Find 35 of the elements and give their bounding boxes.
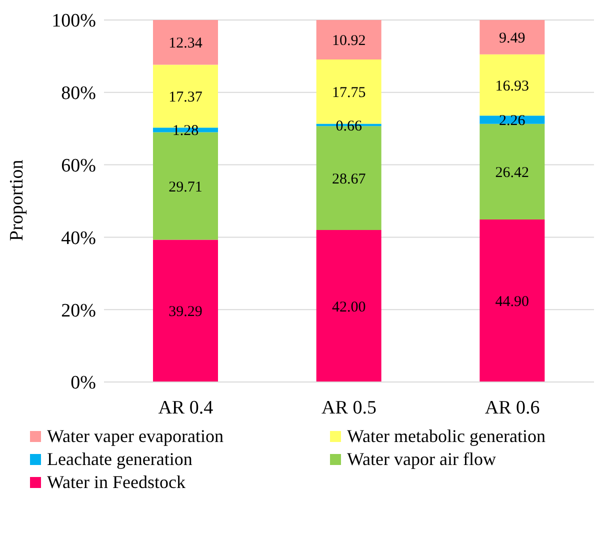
data-label: 28.67 [332,171,366,188]
data-label: 39.29 [168,304,202,320]
bar [480,20,545,54]
bar [480,124,545,220]
data-label: 12.34 [168,36,203,52]
data-label: 44.90 [495,294,530,310]
y-tick-label: 80% [61,83,96,104]
x-tick-label: AR 0.5 [322,397,376,418]
data-label: 29.71 [168,179,202,196]
x-tick-label: AR 0.6 [484,397,540,418]
bar [153,20,218,65]
data-label: 17.75 [332,84,366,101]
y-tick-label: 100% [52,10,96,32]
y-tick-label: 60% [61,156,96,177]
y-tick-label: 20% [61,300,96,322]
data-label: 42.00 [332,299,366,316]
data-label: 16.93 [495,78,530,94]
legend-label: Water metabolic generation [347,426,546,447]
legend-label: Water vapor air flow [347,449,496,470]
legend-label: Water in Feedstock [47,472,186,493]
bar [480,219,545,382]
data-label: 17.37 [168,89,203,106]
x-tick-label: AR 0.4 [158,397,214,418]
legend-label: Water vaper evaporation [47,426,224,447]
y-tick-label: 0% [70,372,96,394]
data-label: 10.92 [332,33,366,50]
bar [480,54,545,116]
y-tick-label: 40% [61,228,96,249]
bar [153,240,218,382]
data-label: 26.42 [495,164,530,181]
data-label: 9.49 [499,30,526,46]
y-axis-title: Proportion [6,159,28,241]
bar [316,230,382,382]
legend-label: Leachate generation [47,449,192,470]
bar [316,20,382,60]
